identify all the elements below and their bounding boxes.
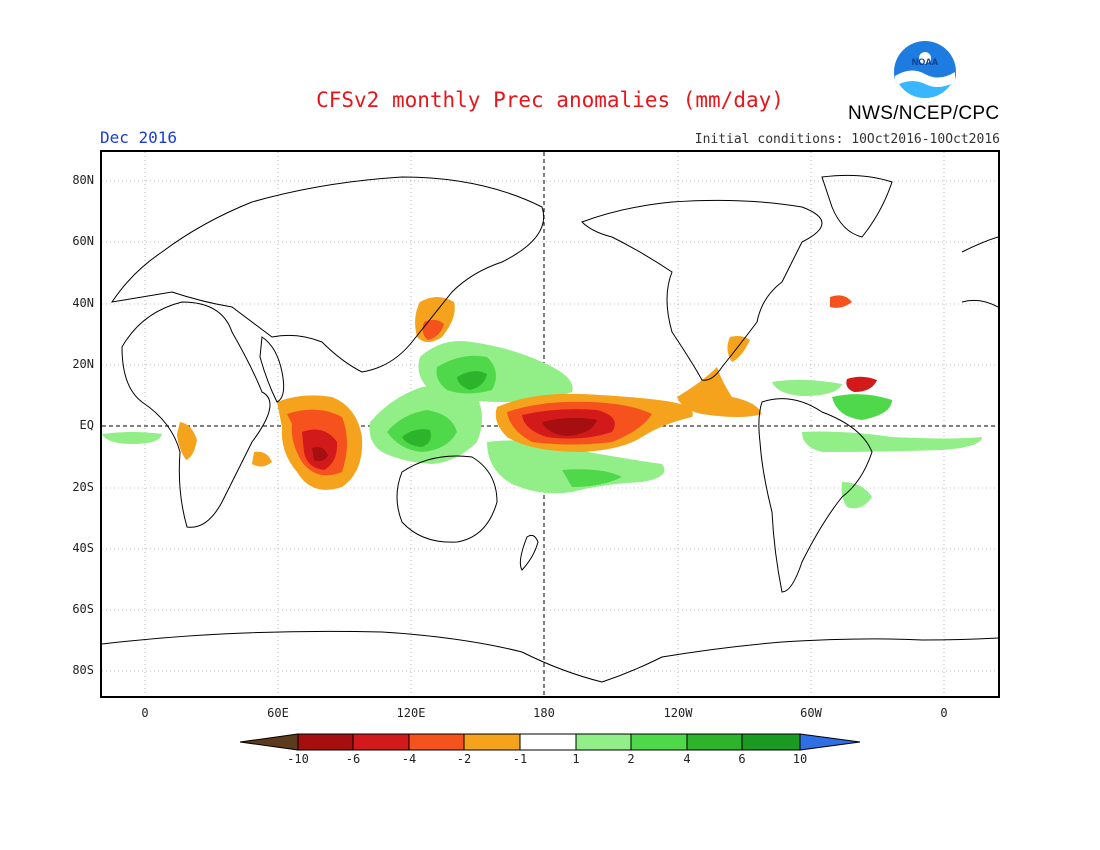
graticule [102, 152, 998, 696]
colorbar-swatch [741, 733, 801, 751]
lat-label: 60S [72, 602, 94, 616]
lon-label: 0 [141, 706, 149, 720]
colorbar-label: 4 [683, 752, 691, 766]
chart-title: CFSv2 monthly Prec anomalies (mm/day) [316, 88, 784, 112]
colorbar-swatch [352, 733, 410, 751]
colorbar-swatch [686, 733, 743, 751]
month-label: Dec 2016 [100, 128, 178, 147]
lon-label: 0 [940, 706, 948, 720]
colorbar-swatch [463, 733, 521, 751]
lat-label: 80S [72, 663, 94, 677]
lon-label: 180 [533, 706, 555, 720]
noaa-logo-icon: NOAA [894, 41, 956, 104]
lat-label: 40S [72, 541, 94, 555]
colorbar-label: -10 [287, 752, 309, 766]
lon-label: 120E [396, 706, 426, 720]
colorbar-label: 10 [792, 752, 808, 766]
colorbar-label: -1 [512, 752, 528, 766]
lat-label: 80N [72, 173, 94, 187]
colorbar-swatch [519, 733, 577, 751]
logo-text: NOAA [912, 57, 939, 67]
agency-label: NWS/NCEP/CPC [848, 103, 1000, 124]
colorbar-swatch [240, 733, 299, 751]
initial-conditions-label: Initial conditions: 10Oct2016-10Oct2016 [694, 132, 1000, 147]
colorbar [240, 733, 861, 751]
colorbar-swatch [799, 733, 861, 751]
lat-label: 40N [72, 296, 94, 310]
colorbar-swatch [575, 733, 632, 751]
map-frame [100, 150, 1000, 698]
coastlines [101, 174, 999, 683]
anomaly-shading [102, 295, 982, 509]
colorbar-label: -2 [456, 752, 472, 766]
colorbar-label: 2 [627, 752, 635, 766]
lon-label: 60W [800, 706, 822, 720]
colorbar-swatch [408, 733, 465, 751]
colorbar-swatch [630, 733, 688, 751]
lat-label: 20S [72, 480, 94, 494]
colorbar-swatch [297, 733, 354, 751]
colorbar-label: -4 [401, 752, 417, 766]
lat-label: EQ [79, 418, 94, 432]
lat-label: 20N [72, 357, 94, 371]
colorbar-label: 1 [572, 752, 580, 766]
lon-label: 60E [267, 706, 289, 720]
colorbar-label: -6 [345, 752, 361, 766]
lon-label: 120W [663, 706, 693, 720]
lat-label: 60N [72, 234, 94, 248]
precip-anomaly-map [101, 152, 999, 696]
colorbar-label: 6 [738, 752, 746, 766]
